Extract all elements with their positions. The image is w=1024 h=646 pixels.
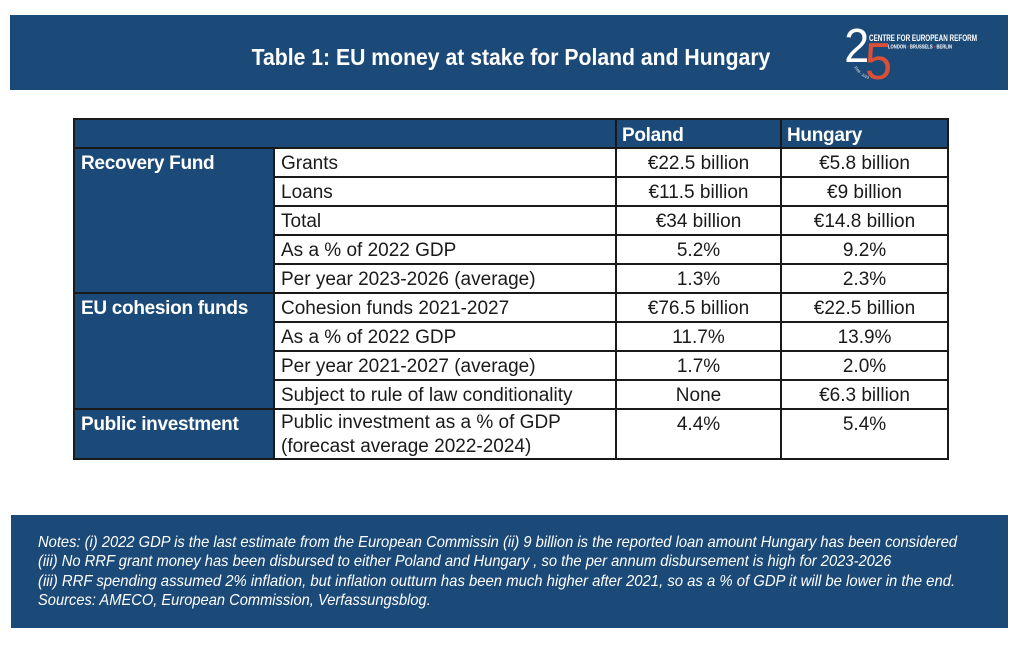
svg-text:CENTRE FOR EUROPEAN REFORM: CENTRE FOR EUROPEAN REFORM bbox=[869, 33, 977, 44]
svg-text:LONDON • BRUSSELS • BERLIN: LONDON • BRUSSELS • BERLIN bbox=[888, 45, 952, 51]
svg-text:2: 2 bbox=[844, 20, 869, 73]
svg-text:5: 5 bbox=[865, 33, 892, 90]
